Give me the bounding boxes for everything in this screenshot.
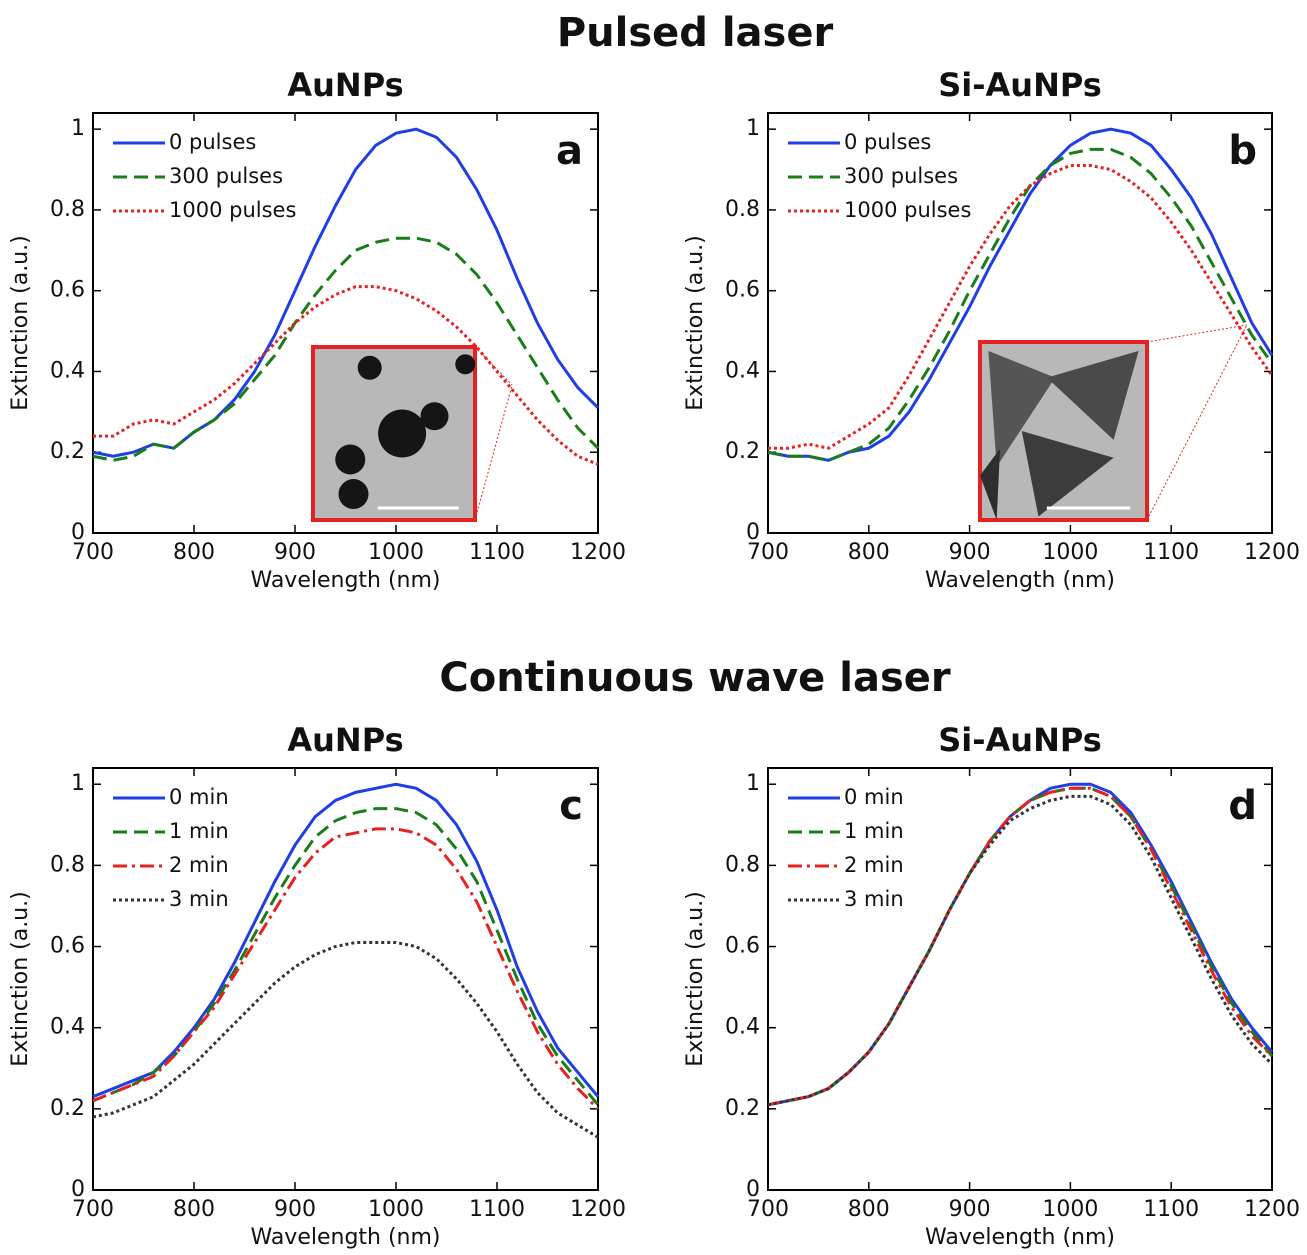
y-tick-label: 0.8 <box>50 197 85 222</box>
legend-label: 1 min <box>844 819 904 843</box>
chart-title: AuNPs <box>287 721 403 759</box>
panel-label: a <box>556 128 583 174</box>
x-tick-label: 1000 <box>368 540 424 565</box>
y-tick-label: 0.6 <box>50 278 85 303</box>
y-tick-label: 0.4 <box>50 1015 85 1040</box>
section-heading: Pulsed laser <box>557 10 834 56</box>
x-tick-label: 800 <box>848 540 890 565</box>
y-tick-label: 0 <box>71 1177 85 1202</box>
panel-label: b <box>1228 128 1257 174</box>
y-tick-label: 1 <box>746 116 760 141</box>
y-tick-label: 0.8 <box>725 197 760 222</box>
y-tick-label: 0.6 <box>725 934 760 959</box>
legend-label: 1 min <box>169 819 229 843</box>
inset-particle <box>378 410 426 458</box>
x-axis-label: Wavelength (nm) <box>250 1225 440 1250</box>
x-axis-label: Wavelength (nm) <box>250 568 440 593</box>
x-tick-label: 1200 <box>570 540 626 565</box>
x-tick-label: 900 <box>274 540 316 565</box>
legend-label: 0 pulses <box>844 130 931 154</box>
y-axis-label: Extinction (a.u.) <box>683 235 708 410</box>
legend-label: 0 min <box>844 785 904 809</box>
legend-label: 0 min <box>169 785 229 809</box>
chart-title: AuNPs <box>287 66 403 104</box>
y-tick-label: 0 <box>71 520 85 545</box>
chart-title: Si-AuNPs <box>938 66 1102 104</box>
section-heading: Continuous wave laser <box>439 655 951 701</box>
y-axis-label: Extinction (a.u.) <box>8 235 33 410</box>
x-tick-label: 1200 <box>570 1197 626 1222</box>
legend-label: 300 pulses <box>844 164 958 188</box>
legend-label: 3 min <box>844 887 904 911</box>
inset-particle <box>335 444 365 474</box>
y-tick-label: 0.2 <box>725 439 760 464</box>
y-axis-label: Extinction (a.u.) <box>8 891 33 1066</box>
x-tick-label: 1000 <box>1042 1197 1098 1222</box>
x-tick-label: 1200 <box>1244 1197 1300 1222</box>
x-axis-label: Wavelength (nm) <box>925 568 1115 593</box>
inset-particle <box>358 356 382 380</box>
legend-label: 1000 pulses <box>844 198 971 222</box>
x-tick-label: 800 <box>173 540 215 565</box>
inset-particle <box>421 402 449 430</box>
legend-label: 2 min <box>169 853 229 877</box>
legend-label: 2 min <box>844 853 904 877</box>
x-tick-label: 800 <box>848 1197 890 1222</box>
x-tick-label: 1100 <box>1143 1197 1199 1222</box>
y-tick-label: 0.2 <box>50 1096 85 1121</box>
y-axis-label: Extinction (a.u.) <box>683 891 708 1066</box>
x-tick-label: 1100 <box>1143 540 1199 565</box>
legend-label: 3 min <box>169 887 229 911</box>
y-tick-label: 0.2 <box>50 439 85 464</box>
legend-label: 1000 pulses <box>169 198 296 222</box>
y-tick-label: 0.4 <box>725 358 760 383</box>
inset-particle <box>455 354 475 374</box>
y-tick-label: 0.8 <box>50 852 85 877</box>
x-tick-label: 800 <box>173 1197 215 1222</box>
x-tick-label: 900 <box>949 540 991 565</box>
x-tick-label: 1000 <box>1042 540 1098 565</box>
y-tick-label: 1 <box>746 771 760 796</box>
y-tick-label: 0.4 <box>50 358 85 383</box>
x-tick-label: 1000 <box>368 1197 424 1222</box>
y-tick-label: 1 <box>71 116 85 141</box>
x-tick-label: 1100 <box>469 540 525 565</box>
x-axis-label: Wavelength (nm) <box>925 1225 1115 1250</box>
chart-title: Si-AuNPs <box>938 721 1102 759</box>
y-tick-label: 0.4 <box>725 1015 760 1040</box>
legend-label: 300 pulses <box>169 164 283 188</box>
figure: Pulsed laser Continuous wave laser AuNPs… <box>0 0 1307 1255</box>
y-tick-label: 0 <box>746 520 760 545</box>
x-tick-label: 1100 <box>469 1197 525 1222</box>
y-tick-label: 0.2 <box>725 1096 760 1121</box>
y-tick-label: 0.6 <box>50 934 85 959</box>
x-tick-label: 900 <box>274 1197 316 1222</box>
x-tick-label: 1200 <box>1244 540 1300 565</box>
y-tick-label: 0.6 <box>725 278 760 303</box>
legend-label: 0 pulses <box>169 130 256 154</box>
panel-label: c <box>559 783 583 829</box>
y-tick-label: 0 <box>746 1177 760 1202</box>
x-tick-label: 900 <box>949 1197 991 1222</box>
panel-label: d <box>1228 783 1257 829</box>
inset-particle <box>339 479 369 509</box>
y-tick-label: 0.8 <box>725 852 760 877</box>
y-tick-label: 1 <box>71 771 85 796</box>
